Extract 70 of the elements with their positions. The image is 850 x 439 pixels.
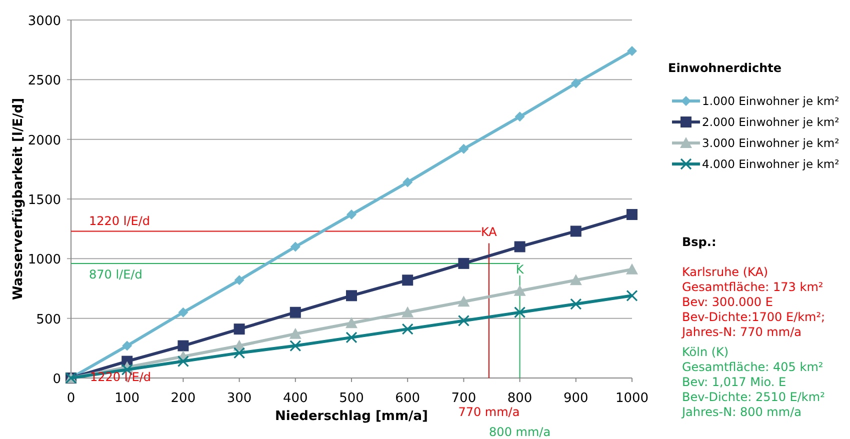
x-tick-label: 100 [114,391,140,406]
legend-label: 1.000 Einwohner je km² [702,94,840,108]
annotation: 1220 l/E/d [90,370,151,384]
point [402,323,414,335]
text: Bsp.: [682,235,716,249]
point [122,340,132,351]
y-tick-label: 500 [36,312,61,328]
legend-label: 2.000 Einwohner je km² [702,115,840,129]
point [627,46,637,56]
point [346,210,356,220]
ref-line-label: 1220 l/E/d [89,214,150,228]
point [514,241,526,252]
legend-label: 3.000 Einwohner je km² [702,136,840,150]
point [290,242,300,252]
point [289,328,302,339]
y-tick-label: 3000 [28,14,61,29]
x-tick-label: 0 [66,391,76,406]
x-tick-label: 300 [226,391,252,406]
x-tick-label: 900 [563,391,588,406]
point [570,226,582,237]
x-tick-label: 1000 [615,391,649,406]
annotation: KA [481,225,498,240]
point [570,78,581,88]
point [626,209,638,220]
x-tick-label: 800 [507,391,532,406]
y-tick-label: 2500 [28,74,61,89]
x-tick-label: 500 [339,391,364,406]
x-tick-label: 400 [282,391,308,406]
text: Köln (K) Gesamtfläche: 405 km² Bev: 1,017 Mio. E Bev-Dichte: 2510 E/km² Jahres-N: 800 mm/a [681,345,826,419]
annotation: K [516,262,525,276]
point [458,144,469,154]
ref-line-label: 800 mm/a [489,425,551,439]
point [234,324,245,335]
ref-line-label: 770 mm/a [458,405,520,419]
point [178,307,188,318]
legend-title: Einwohnerdichte [668,61,782,75]
point [346,290,357,302]
ref-line-label: 870 l/E/d [89,267,142,282]
point [626,263,638,274]
point [346,317,358,328]
y-axis-title: Wasserverfügbarkeit [l/E/d] [11,98,26,300]
y-tick-label: 1000 [28,252,61,268]
point [402,274,414,286]
y-tick-label: 0 [52,372,61,387]
point [514,306,526,318]
text: Karlsruhe (KA) Gesamtfläche: 173 km² Bev: 300.000 E Bev-Dichte:1700 E/km²; Jahres-N: 770 mm/a [681,265,826,339]
point [570,298,582,310]
y-tick-label: 2000 [28,133,61,148]
x-axis-title: Niederschlag [mm/a] [275,409,428,424]
point [458,258,470,269]
point [290,340,302,352]
x-tick-label: 600 [395,391,420,406]
point [177,355,189,368]
point [458,296,470,307]
x-tick-label: 200 [170,391,196,406]
point [626,290,638,302]
point [458,314,470,327]
y-tick-label: 1500 [28,193,61,208]
legend-label: 4.000 Einwohner je km² [702,157,840,171]
point [514,284,526,296]
point [514,112,525,122]
point [570,274,582,286]
point [178,340,189,352]
point [234,275,244,286]
point [346,332,358,344]
point [290,306,301,318]
point [234,347,246,359]
point [402,177,413,188]
point [402,306,414,318]
x-tick-label: 700 [451,391,476,406]
